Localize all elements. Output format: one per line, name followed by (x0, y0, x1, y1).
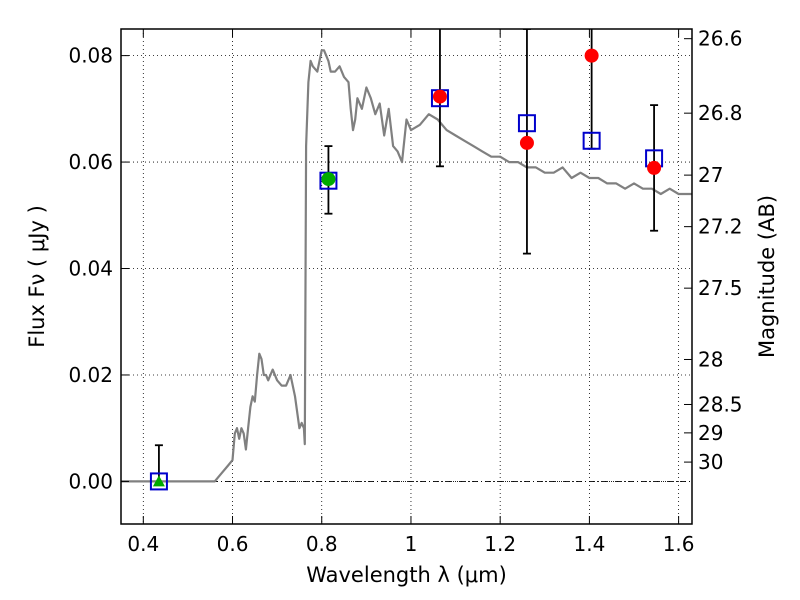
upper-limit-triangle (152, 475, 165, 487)
y2-tick-label: 27.2 (698, 215, 743, 239)
x-tick-label: 0.6 (217, 532, 249, 556)
x-tick-label: 1.4 (573, 532, 605, 556)
y-tick-label: 0.06 (68, 150, 113, 174)
x-tick-label: 1.2 (484, 532, 516, 556)
axes: 0.4 0.6 0.8 1 1.2 1.4 1.6 0.00 0.02 0.04 0.06 0.08 2… (68, 27, 742, 556)
y-tick-label: 0.04 (68, 257, 113, 281)
y2-tick-label: 27.5 (698, 276, 743, 300)
model-flux-square (149, 472, 168, 491)
y-tick-label: 0.00 (68, 469, 113, 493)
sed-model-line (121, 49, 692, 483)
x-tick-label: 1.6 (663, 532, 695, 556)
x-axis-label: Wavelength λ (μm) (306, 563, 507, 587)
y-axis-label: Flux Fν ( μJy ) (25, 205, 49, 348)
model-flux-square (582, 131, 601, 150)
model-flux-square (517, 114, 536, 133)
y-tick-label: 0.08 (68, 44, 113, 68)
x-tick-label: 0.8 (306, 532, 338, 556)
x-tick-label: 0.4 (127, 532, 159, 556)
observed-flux-point (584, 48, 599, 63)
grid (121, 29, 692, 524)
y2-tick-label: 28 (698, 347, 723, 371)
y2-tick-label: 29 (698, 421, 723, 445)
observed-flux-point (519, 135, 534, 150)
y2-tick-label: 26.8 (698, 101, 743, 125)
y2-tick-label: 27 (698, 163, 723, 187)
y2-tick-label: 28.5 (698, 392, 743, 416)
y2-tick-label: 26.6 (698, 27, 743, 51)
observed-flux-point (321, 172, 336, 187)
observed-flux-point (432, 89, 447, 104)
observed-flux-point (647, 160, 662, 175)
y-tick-label: 0.02 (68, 363, 113, 387)
plot-area (121, 29, 692, 491)
x-tick-label: 1 (405, 532, 418, 556)
plot-frame (120, 28, 693, 525)
y2-axis-label: Magnitude (AB) (755, 195, 779, 358)
y2-tick-label: 30 (698, 450, 723, 474)
